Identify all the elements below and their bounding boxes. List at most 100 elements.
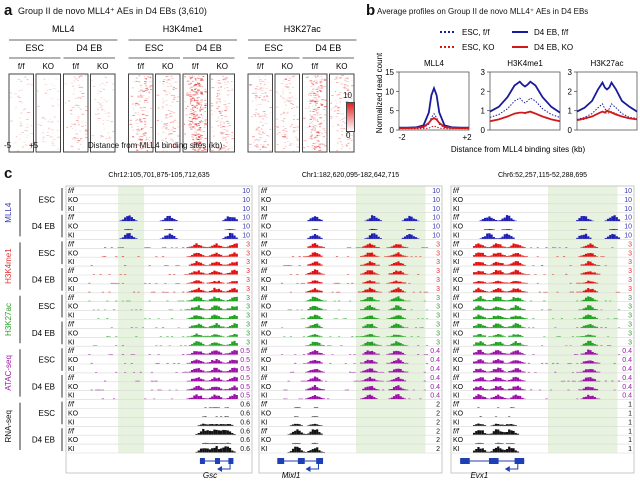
signal-track (97, 314, 238, 319)
signal-track (291, 252, 422, 257)
track-scale-label: 3 (628, 250, 632, 257)
track-scale-label: 3 (436, 322, 440, 329)
track-scale-label: 0.5 (240, 393, 250, 400)
track-scale-label: 0.5 (240, 348, 250, 355)
track-scale-label: 2 (436, 428, 440, 435)
locus-frame (65, 185, 253, 474)
heatmap-genotype-label: KO (336, 62, 348, 71)
heatmap-genotype-label: KO (162, 62, 174, 71)
plot-frame (489, 71, 561, 131)
track-scale-label: 10 (624, 233, 632, 240)
track-genotype-label: f/f (68, 428, 75, 435)
track-scale-label: 3 (436, 277, 440, 284)
signal-track (472, 287, 621, 293)
signal-track (124, 229, 236, 230)
track-genotype-label: KO (453, 277, 464, 284)
track-genotype-label: KI (68, 419, 75, 426)
track-scale-label: 3 (246, 286, 250, 293)
stage-label: ESC (39, 409, 56, 418)
track-scale-label: 3 (628, 330, 632, 337)
track-scale-label: 3 (628, 295, 632, 302)
signal-track (92, 305, 238, 311)
profile-plot-title: H3K4me1 (507, 59, 543, 68)
signal-track (472, 296, 612, 302)
signal-track (280, 350, 429, 355)
track-genotype-label: KO (68, 197, 79, 204)
signal-track (472, 423, 517, 426)
stage-label: ESC (39, 302, 56, 311)
track-genotype-label: f/f (68, 268, 75, 275)
signal-track (101, 394, 238, 400)
track-scale-label: 3 (436, 250, 440, 257)
track-scale-label: 3 (246, 313, 250, 320)
track-genotype-label: f/f (261, 348, 268, 355)
track-scale-label: 0.6 (240, 402, 250, 409)
track-scale-label: 10 (242, 206, 250, 213)
heatmap-MLL4-ESC-f/f (8, 73, 34, 153)
signal-track (88, 350, 238, 355)
locus-Mixl1: Chr1:182,620,095-182,642,715 f/f 10 KO 10 KI 1… (258, 172, 443, 480)
signal-track (472, 243, 614, 248)
tss-arrow-icon (220, 461, 231, 470)
track-scale-label: 3 (436, 241, 440, 248)
signal-track (472, 385, 616, 391)
heatmap-MLL4-D4 EB-f/f (63, 73, 89, 153)
panel-a-title: Group II de novo MLL4⁺ AEs in D4 EBs (3,… (18, 6, 207, 16)
track-genotype-label: KO (261, 384, 272, 391)
track-scale-label: 10 (624, 197, 632, 204)
plot-frame (398, 71, 470, 131)
track-genotype-label: f/f (453, 375, 460, 382)
y-tick-label: 2 (481, 87, 486, 96)
track-genotype-label: KO (68, 277, 79, 284)
signal-track (88, 280, 238, 284)
signal-track (283, 385, 426, 391)
track-scale-label: 0.4 (622, 393, 632, 400)
track-genotype-label: KI (68, 259, 75, 266)
track-scale-label: 0.5 (240, 375, 250, 382)
heatmap-genotype-label: KO (216, 62, 228, 71)
track-genotype-label: KI (68, 393, 75, 400)
heatmap-H3K4me1-ESC-f/f (128, 73, 154, 153)
heatmap-stage-label: D4 EB (315, 43, 341, 53)
colorbar-min-label: 0 (346, 131, 351, 140)
colorbar-max-label: 10 (343, 91, 352, 100)
y-tick-label: 0 (568, 126, 573, 135)
signal-track (95, 367, 238, 373)
signal-track (204, 407, 229, 408)
heatmap-H3K27ac-D4 EB-f/f (302, 73, 328, 153)
track-genotype-label: f/f (261, 375, 268, 382)
track-genotype-label: KI (261, 339, 268, 346)
signal-track (88, 296, 238, 302)
track-genotype-label: f/f (68, 402, 75, 409)
track-genotype-label: KI (68, 233, 75, 240)
track-genotype-label: KO (453, 197, 464, 204)
heatmap-mark-label: H3K4me1 (163, 24, 203, 34)
signal-track (283, 394, 422, 400)
track-genotype-label: KO (261, 224, 272, 231)
track-genotype-label: f/f (261, 268, 268, 275)
signal-track (289, 287, 429, 293)
track-scale-label: 10 (432, 233, 440, 240)
profile-panel: ESC, f/f D4 EB, f/f ESC, KO D4 EB, KO MLL4 0 5… (375, 28, 638, 154)
signal-track (88, 287, 238, 293)
track-scale-label: 0.6 (240, 411, 250, 418)
signal-track (307, 233, 420, 239)
track-genotype-label: KO (453, 411, 464, 418)
track-scale-label: 1 (628, 402, 632, 409)
track-genotype-label: f/f (68, 348, 75, 355)
track-genotype-label: KO (453, 357, 464, 364)
track-genotype-label: f/f (261, 322, 268, 329)
series-line-ESC-f-f (489, 97, 561, 118)
track-genotype-label: KO (453, 437, 464, 444)
heatmap-stage-label: D4 EB (196, 43, 222, 53)
track-genotype-label: f/f (453, 402, 460, 409)
track-genotype-label: KI (453, 419, 460, 426)
series-line-D4-EB-f-f (576, 80, 638, 113)
signal-track (289, 269, 420, 275)
track-genotype-label: KI (261, 446, 268, 453)
track-genotype-label: KO (453, 384, 464, 391)
track-genotype-label: KO (68, 250, 79, 257)
track-genotype-label: f/f (453, 322, 460, 329)
track-genotype-label: KO (68, 330, 79, 337)
track-genotype-label: KI (261, 313, 268, 320)
